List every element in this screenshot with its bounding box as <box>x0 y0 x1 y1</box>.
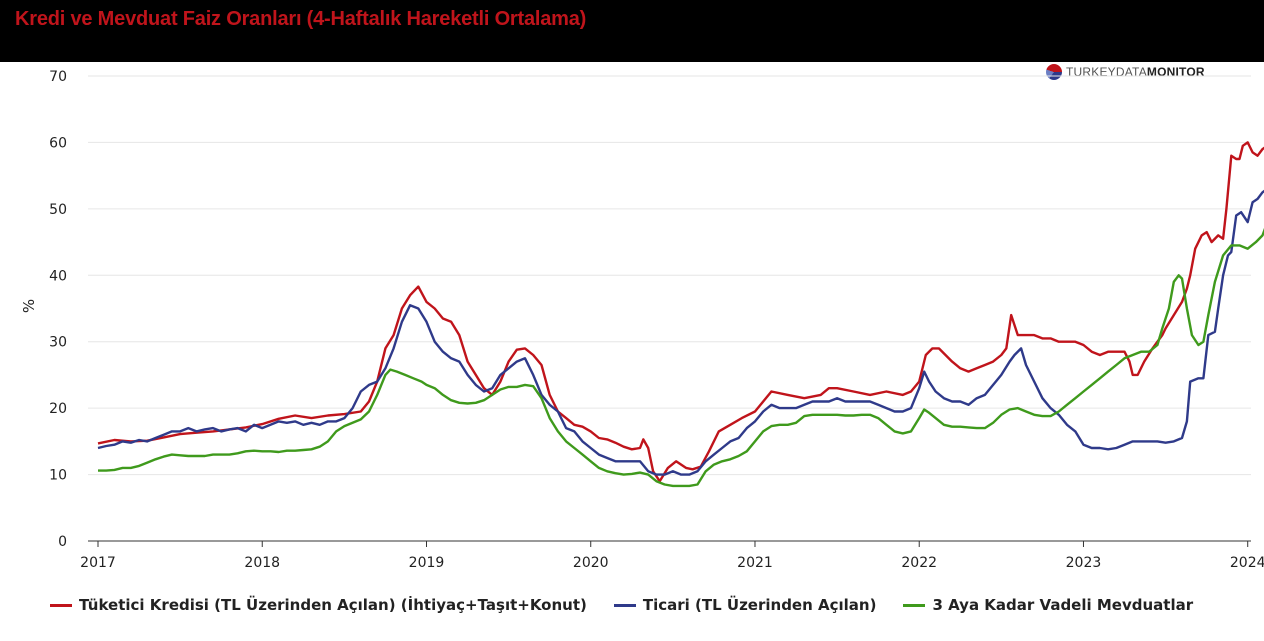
x-tick-label: 2018 <box>244 555 280 571</box>
legend-swatch <box>613 603 636 607</box>
x-tick-label: 2017 <box>80 555 116 571</box>
line-chart: 0 10 20 30 40 50 60 70 2017 2018 2019 2020 2021 2022 2… <box>20 69 1264 571</box>
y-tick-label: 60 <box>49 135 67 151</box>
legend-label: Ticari (TL Üzerinden Açılan) <box>642 596 877 614</box>
legend-item[interactable]: Ticari (TL Üzerinden Açılan) <box>613 596 877 614</box>
series-lines <box>97 141 1264 488</box>
legend: Tüketici Kredisi (TL Üzerinden Açılan) (… <box>50 596 1220 614</box>
legend-swatch <box>903 603 926 607</box>
y-axis-label: % <box>20 299 38 313</box>
x-tick-label: 2020 <box>573 555 609 571</box>
title-bar: Kredi ve Mevduat Faiz Oranları (4-Haftal… <box>0 0 1264 62</box>
axes: 0 10 20 30 40 50 60 70 2017 2018 2019 2020 2021 2022 2… <box>49 69 1264 571</box>
chart-title: Kredi ve Mevduat Faiz Oranları (4-Haftal… <box>15 8 587 30</box>
series-line-1 <box>97 141 1264 483</box>
x-tick-label: 2022 <box>901 555 937 571</box>
series-line-2 <box>97 189 1264 476</box>
x-tick-label: 2024 <box>1230 555 1264 571</box>
y-tick-label: 0 <box>58 534 67 550</box>
legend-label: Tüketici Kredisi (TL Üzerinden Açılan) (… <box>79 596 587 614</box>
x-tick-label: 2021 <box>737 555 773 571</box>
y-tick-label: 10 <box>49 468 67 484</box>
series-line-3 <box>98 227 1264 488</box>
x-tick-label: 2023 <box>1066 555 1102 571</box>
y-tick-label: 70 <box>49 69 67 85</box>
y-tick-label: 20 <box>49 401 67 417</box>
legend-item[interactable]: Tüketici Kredisi (TL Üzerinden Açılan) (… <box>50 596 587 614</box>
y-tick-label: 50 <box>49 202 67 218</box>
x-tick-label: 2019 <box>409 555 445 571</box>
y-tick-label: 30 <box>49 335 67 351</box>
legend-label: 3 Aya Kadar Vadeli Mevduatlar <box>932 596 1194 614</box>
gridlines <box>88 75 1251 476</box>
legend-swatch <box>50 603 72 607</box>
y-tick-label: 40 <box>49 268 67 284</box>
legend-item[interactable]: 3 Aya Kadar Vadeli Mevduatlar <box>903 596 1193 614</box>
